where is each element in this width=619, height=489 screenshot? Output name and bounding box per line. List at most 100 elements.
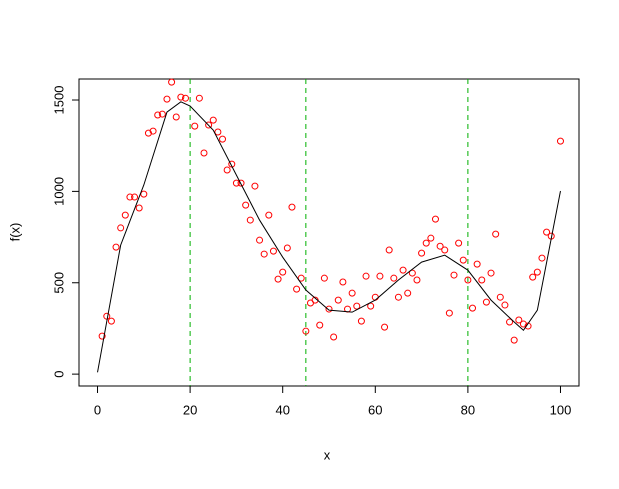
point — [427, 234, 435, 242]
point — [214, 128, 222, 136]
point — [200, 149, 208, 157]
point — [464, 276, 472, 284]
x-tick-label: 40 — [275, 402, 289, 417]
point — [191, 122, 199, 130]
point — [404, 289, 412, 297]
point — [390, 274, 398, 282]
point — [413, 276, 421, 284]
point — [515, 316, 523, 324]
point — [279, 268, 287, 276]
y-tick-label: 500 — [51, 272, 66, 294]
point — [469, 304, 477, 312]
point — [533, 268, 541, 276]
point — [371, 293, 379, 301]
point — [302, 327, 310, 335]
point — [107, 317, 115, 325]
point — [357, 317, 365, 325]
point — [205, 121, 213, 129]
point — [501, 301, 509, 309]
point — [422, 239, 430, 247]
point — [103, 312, 111, 320]
point — [209, 116, 217, 124]
y-axis-label: f(x) — [7, 223, 22, 242]
point — [149, 127, 157, 135]
point — [431, 215, 439, 223]
point — [334, 296, 342, 304]
point — [478, 276, 486, 284]
point — [135, 204, 143, 212]
point — [487, 269, 495, 277]
point — [376, 272, 384, 280]
point — [519, 320, 527, 328]
point — [353, 302, 361, 310]
point — [121, 211, 129, 219]
point — [496, 293, 504, 301]
point — [394, 293, 402, 301]
y-tick-label: 1500 — [51, 86, 66, 115]
y-tick-label: 0 — [51, 371, 66, 378]
point — [492, 230, 500, 238]
point — [418, 249, 426, 257]
point — [131, 193, 139, 201]
point — [251, 182, 259, 190]
point — [177, 93, 185, 101]
point — [459, 256, 467, 264]
fit-line — [97, 101, 561, 373]
point — [181, 94, 189, 102]
point — [117, 224, 125, 232]
point — [288, 203, 296, 211]
point — [144, 129, 152, 137]
point — [126, 193, 134, 201]
x-tick-label: 0 — [94, 402, 101, 417]
point — [543, 228, 551, 236]
point — [158, 110, 166, 118]
point — [445, 309, 453, 317]
point — [246, 216, 254, 224]
x-axis-label: x — [324, 447, 331, 462]
point — [510, 336, 518, 344]
point — [163, 95, 171, 103]
point — [256, 236, 264, 244]
y-tick-label: 1000 — [51, 177, 66, 206]
point — [362, 272, 370, 280]
point — [367, 302, 375, 310]
point — [339, 278, 347, 286]
point — [269, 247, 277, 255]
point — [98, 332, 106, 340]
point — [219, 135, 227, 143]
x-tick-label: 60 — [368, 402, 382, 417]
x-tick-label: 80 — [461, 402, 475, 417]
point — [274, 275, 282, 283]
point — [399, 266, 407, 274]
point — [195, 94, 203, 102]
point — [237, 179, 245, 187]
point — [455, 239, 463, 247]
point — [172, 113, 180, 121]
point — [381, 323, 389, 331]
point — [450, 271, 458, 279]
point — [330, 333, 338, 341]
point — [436, 242, 444, 250]
x-tick-label: 100 — [550, 402, 572, 417]
point — [297, 274, 305, 282]
point — [283, 244, 291, 252]
point — [260, 250, 268, 258]
point — [140, 190, 148, 198]
plot-box — [78, 78, 580, 387]
x-tick-label: 20 — [183, 402, 197, 417]
point — [325, 305, 333, 313]
point — [223, 166, 231, 174]
point — [529, 273, 537, 281]
point — [112, 243, 120, 251]
point — [482, 298, 490, 306]
point — [506, 318, 514, 326]
point — [154, 111, 162, 119]
point — [441, 246, 449, 254]
point — [232, 179, 240, 187]
point — [385, 246, 393, 254]
point — [408, 269, 416, 277]
point — [348, 289, 356, 297]
point — [265, 211, 273, 219]
point — [242, 201, 250, 209]
